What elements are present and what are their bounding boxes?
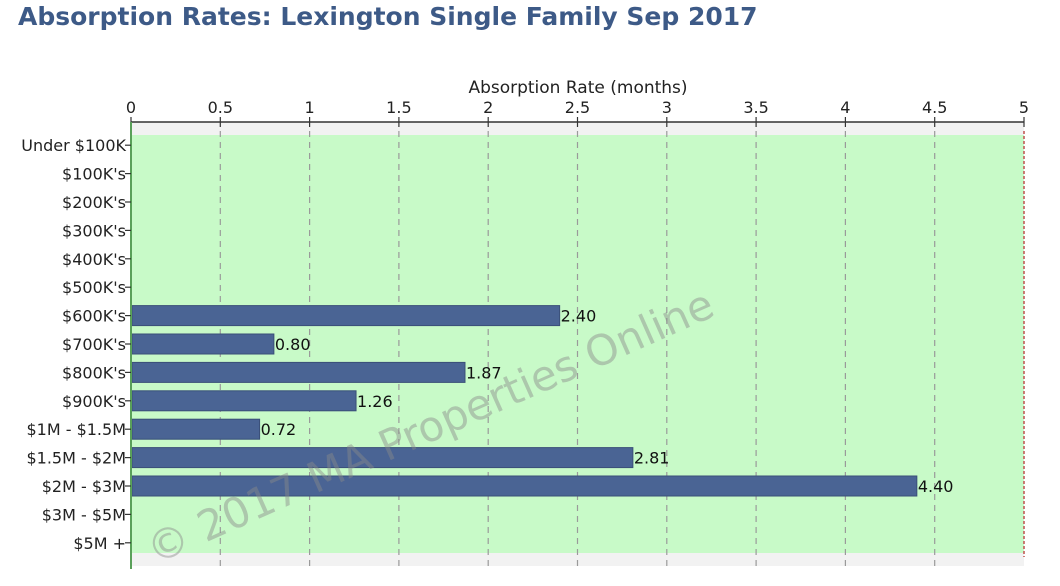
bar [131, 305, 561, 327]
category-label: $900K's [62, 392, 126, 411]
x-tick-label: 1.5 [386, 98, 411, 117]
category-label: $2M - $3M [42, 477, 126, 496]
x-tick-label: 2.5 [565, 98, 590, 117]
x-tick-label: 0.5 [208, 98, 233, 117]
x-tick-label: 3.5 [743, 98, 768, 117]
value-label: 1.26 [357, 392, 393, 411]
bar [131, 333, 275, 355]
category-label: $3M - $5M [42, 505, 126, 524]
bar [131, 361, 466, 383]
x-tick-label: 5 [1019, 98, 1029, 117]
category-label: $500K's [62, 278, 126, 297]
x-axis-title: Absorption Rate (months) [468, 78, 687, 98]
x-tick-label: 1 [305, 98, 315, 117]
x-tick-label: 0 [126, 98, 136, 117]
value-label: 2.81 [634, 449, 670, 468]
x-tick-label: 4.5 [922, 98, 947, 117]
value-label: 1.87 [466, 363, 502, 382]
value-label: 4.40 [918, 477, 954, 496]
category-label: $300K's [62, 221, 126, 240]
category-label: $5M + [73, 534, 126, 553]
category-label: $200K's [62, 193, 126, 212]
category-label: $700K's [62, 335, 126, 354]
chart-title: Absorption Rates: Lexington Single Famil… [18, 2, 758, 31]
category-label: $1M - $1.5M [26, 420, 126, 439]
x-tick-label: 2 [483, 98, 493, 117]
category-label: Under $100K [21, 136, 126, 155]
category-label: $600K's [62, 307, 126, 326]
value-label: 2.40 [561, 307, 597, 326]
category-label: $400K's [62, 250, 126, 269]
bar [131, 390, 357, 412]
value-label: 0.72 [261, 420, 297, 439]
bar [131, 418, 261, 440]
category-label: $100K's [62, 165, 126, 184]
value-label: 0.80 [275, 335, 311, 354]
x-tick-label: 3 [662, 98, 672, 117]
x-tick-label: 4 [840, 98, 850, 117]
category-label: $1.5M - $2M [26, 449, 126, 468]
category-label: $800K's [62, 363, 126, 382]
